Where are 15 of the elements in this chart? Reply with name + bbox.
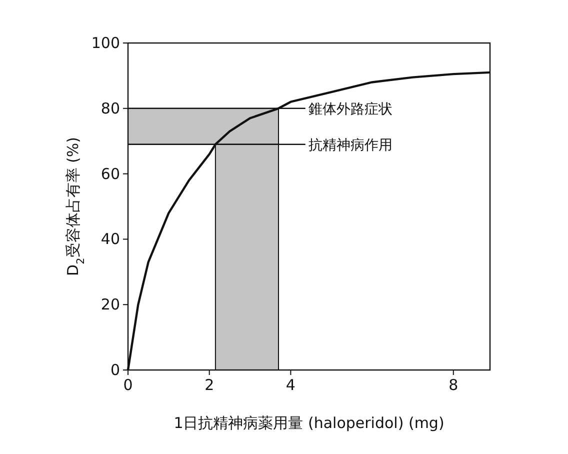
y-tick-label: 40 bbox=[100, 230, 120, 248]
x-axis-title: 1日抗精神病薬用量 (haloperidol) (mg) bbox=[174, 414, 444, 432]
y-tick-label: 60 bbox=[100, 164, 120, 183]
ref-line-label: 錐体外路症状 bbox=[308, 101, 392, 118]
ref-line: 錐体外路症状 bbox=[128, 101, 392, 118]
x-tick-label: 4 bbox=[286, 376, 296, 394]
x-tick-label: 2 bbox=[204, 376, 214, 394]
y-tick-label: 100 bbox=[91, 34, 120, 52]
y-tick-label: 20 bbox=[100, 296, 120, 314]
x-tick-label: 0 bbox=[123, 376, 133, 394]
ref-line-label: 抗精神病作用 bbox=[308, 137, 392, 154]
y-tick-label: 0 bbox=[110, 361, 120, 379]
ref-line: 抗精神病作用 bbox=[128, 137, 392, 154]
y-tick-label: 80 bbox=[100, 99, 120, 118]
x-tick-label: 8 bbox=[448, 376, 458, 394]
